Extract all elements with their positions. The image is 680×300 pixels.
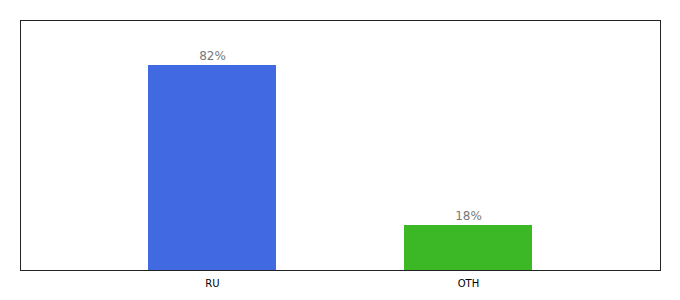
svg-text:OTH: OTH — [458, 278, 480, 289]
svg-text:82%: 82% — [199, 49, 226, 63]
svg-text:18%: 18% — [455, 209, 482, 223]
svg-text:RU: RU — [205, 278, 219, 289]
